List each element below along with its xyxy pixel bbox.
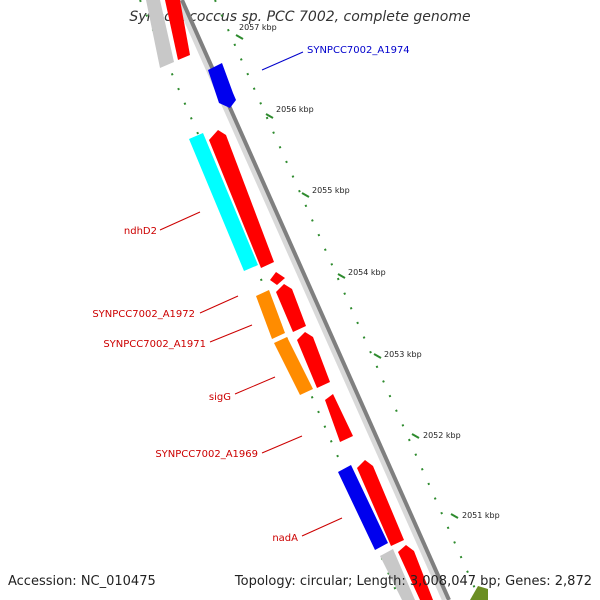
accession-text: Accession: NC_010475 [8,574,156,589]
leader-SYNPCC7002_A1969 [261,435,303,454]
gene-label[interactable]: SYNPCC7002_A1971 [103,339,206,350]
gene-green-edge[interactable] [470,586,488,600]
leader-SYNPCC7002_A1972 [199,295,239,314]
gene-label[interactable]: nadA [272,533,298,544]
gene-label[interactable]: ndhD2 [124,226,157,237]
gene-partial-red[interactable] [165,0,190,60]
gene-label[interactable]: SYNPCC7002_A1974 [307,45,410,56]
gene-nadA[interactable] [338,465,388,550]
leader-SYNPCC7002_A1971 [209,324,253,343]
scale-tick-label: 2056 kbp [276,105,314,114]
scale-tick-label: 2053 kbp [384,350,422,359]
scale-tick [373,353,382,359]
gene-red-lower[interactable] [357,460,404,546]
gene-partial-gray[interactable] [146,0,174,68]
scale-tick [450,513,459,519]
scale-tick-label: 2052 kbp [423,431,461,440]
leader-nadA [301,517,343,537]
scale-ticks: 2057 kbp 2056 kbp 2055 kbp 2054 kbp 2053… [235,23,500,520]
gene-sigG[interactable] [274,337,313,395]
gene-SYNPCC7002_A1971[interactable] [276,284,306,332]
gene-SYNPCC7002_A1974[interactable] [208,63,236,108]
scale-tick-label: 2051 kbp [462,511,500,520]
genome-summary-text: Topology: circular; Length: 3,008,047 bp… [234,574,592,589]
inner-track-genes [146,0,415,600]
gene-label[interactable]: SYNPCC7002_A1969 [155,449,258,460]
gene-SYNPCC7002_A1969[interactable] [325,394,353,442]
gene-label[interactable]: sigG [209,392,231,403]
scale-tick [235,34,244,40]
leader-sigG [234,376,276,395]
gene-red-bottom[interactable] [398,545,433,600]
map-title: Synechococcus sp. PCC 7002, complete gen… [129,9,471,25]
scale-tick [411,433,420,439]
scale-tick-label: 2057 kbp [239,23,277,32]
gene-ndhD2[interactable] [189,133,258,271]
gene-red-large[interactable] [209,130,274,268]
gene-SYNPCC7002_A1972[interactable] [256,290,285,339]
scale-tick-label: 2055 kbp [312,186,350,195]
outer-guide-line [214,0,481,600]
scale-tick [265,113,274,119]
gene-red-small[interactable] [270,272,285,285]
label-leaders [159,51,343,537]
gene-label[interactable]: SYNPCC7002_A1972 [92,309,195,320]
gene-labels: SYNPCC7002_A1974 ndhD2 SYNPCC7002_A1972 … [92,45,409,544]
scale-tick [337,273,346,279]
scale-tick [301,192,310,198]
outer-track-genes [165,0,488,600]
leader-SYNPCC7002_A1974 [261,51,304,71]
scale-tick-label: 2054 kbp [348,268,386,277]
leader-ndhD2 [159,211,201,231]
gene-red-mid[interactable] [297,332,330,388]
gene-bottom-gray[interactable] [380,549,415,600]
